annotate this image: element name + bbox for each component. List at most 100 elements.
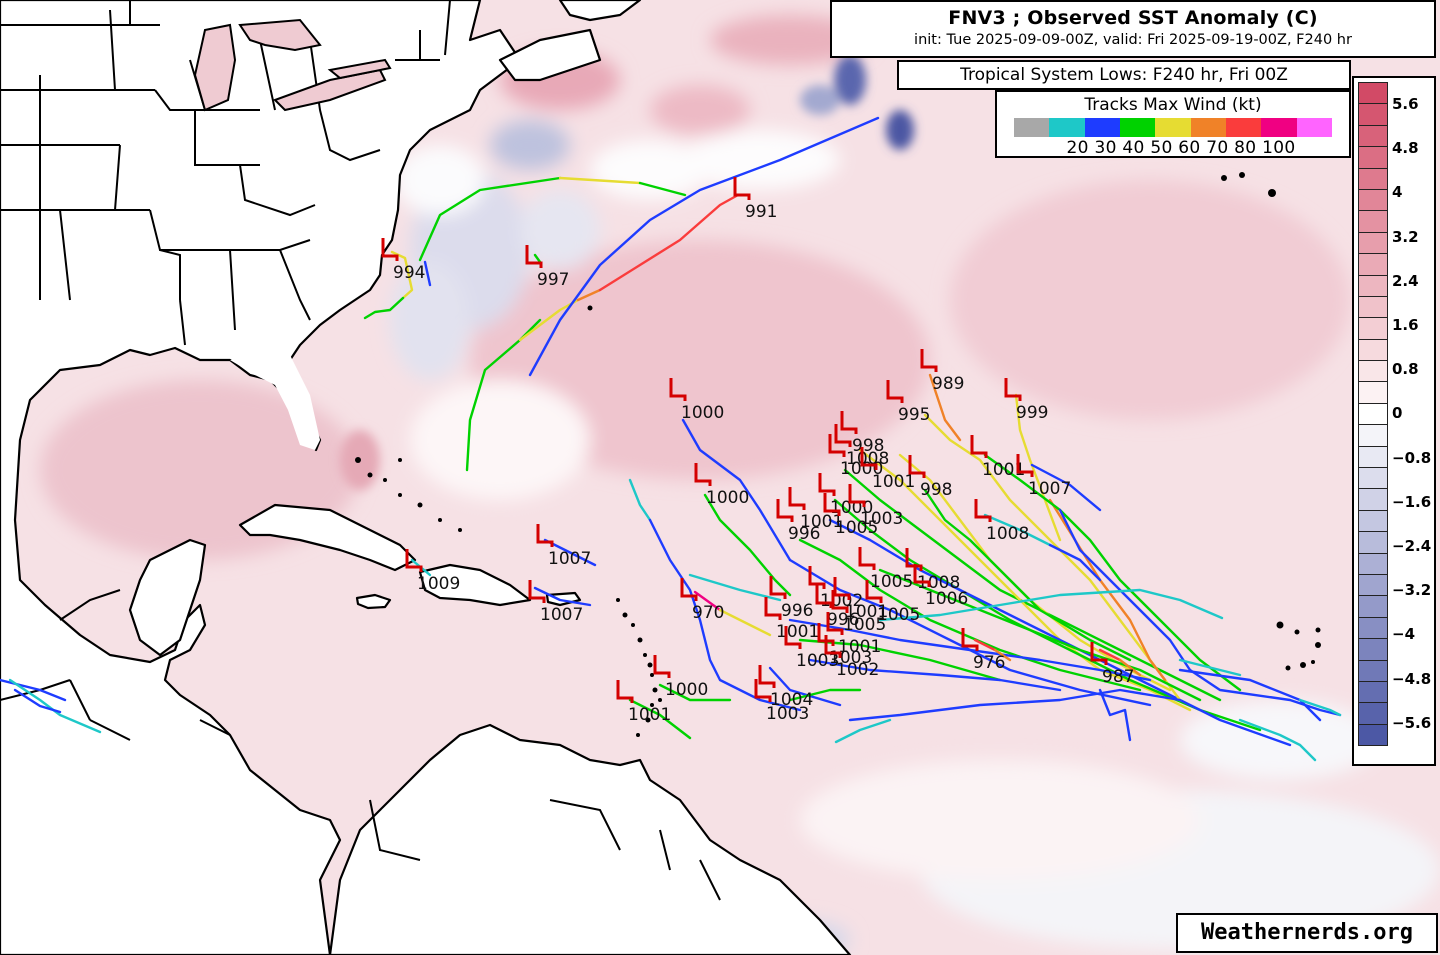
sst-swatch xyxy=(1359,468,1387,490)
sst-swatch xyxy=(1359,382,1387,404)
low-pressure-label: 1007 xyxy=(540,605,583,625)
tropical-low-marker: 994 xyxy=(381,238,425,283)
sst-swatch xyxy=(1359,574,1387,597)
sst-colorbar-tick-label: −5.6 xyxy=(1392,713,1432,732)
low-l-icon xyxy=(769,576,787,599)
map-subtitle: init: Tue 2025-09-09-00Z, valid: Fri 202… xyxy=(914,32,1352,48)
low-l-icon xyxy=(536,524,554,547)
wind-swatch xyxy=(1049,118,1085,137)
low-l-icon xyxy=(886,380,904,403)
low-l-icon xyxy=(776,499,794,522)
low-l-icon xyxy=(913,564,931,587)
low-pressure-label: 1008 xyxy=(986,524,1029,544)
low-l-icon xyxy=(758,665,776,688)
low-pressure-label: 998 xyxy=(920,480,952,500)
low-pressure-label: 1008 xyxy=(917,573,960,593)
tropical-low-marker: 1007 xyxy=(536,524,591,569)
low-l-icon xyxy=(788,487,806,510)
tropical-low-marker: 1005 xyxy=(865,580,920,625)
sst-swatch xyxy=(1359,232,1387,255)
sst-swatch xyxy=(1359,639,1387,661)
tropical-low-marker: 1000 xyxy=(694,463,749,508)
sst-swatch xyxy=(1359,446,1387,469)
low-l-icon xyxy=(815,585,833,608)
sst-swatch xyxy=(1359,254,1387,276)
low-l-icon xyxy=(808,566,826,589)
sst-swatch xyxy=(1359,104,1387,126)
tropical-low-marker: 1001 xyxy=(788,487,843,532)
sst-colorbar-tick-label: −2.4 xyxy=(1392,537,1432,555)
low-pressure-label: 1001 xyxy=(776,622,819,642)
tropical-low-marker: 1001 xyxy=(826,612,881,657)
sst-colorbar-swatches xyxy=(1358,82,1388,746)
tropical-low-marker: 1000 xyxy=(669,378,724,423)
tropical-low-marker: 989 xyxy=(920,349,964,394)
low-l-icon xyxy=(733,177,751,200)
jamaica xyxy=(355,593,392,610)
sst-colorbar-tick-label: 2.4 xyxy=(1392,271,1419,290)
low-l-icon xyxy=(669,378,687,401)
political-borders xyxy=(0,0,721,901)
low-pressure-label: 1001 xyxy=(838,637,881,657)
wind-legend: Tracks Max Wind (kt) 20 30 40 50 60 70 8… xyxy=(995,90,1351,158)
low-l-icon xyxy=(828,434,846,457)
low-l-icon xyxy=(908,455,926,478)
low-pressure-label: 1009 xyxy=(417,574,460,594)
tropical-low-marker: 1008 xyxy=(974,499,1029,544)
tropical-low-marker: 1006 xyxy=(913,564,968,609)
low-pressure-label: 1002 xyxy=(836,660,879,680)
tropical-low-marker: 1001 xyxy=(970,435,1025,480)
sst-swatch xyxy=(1359,296,1387,319)
low-l-icon xyxy=(818,473,836,496)
low-pressure-label: 1001 xyxy=(800,512,843,532)
low-l-icon xyxy=(858,547,876,570)
sst-swatch xyxy=(1359,553,1387,575)
low-pressure-label: 1003 xyxy=(766,704,809,724)
low-pressure-label: 1001 xyxy=(845,602,888,622)
wind-swatch xyxy=(1296,118,1332,137)
sst-swatch xyxy=(1359,425,1387,447)
south-america-landmass xyxy=(328,723,852,955)
low-pressure-label: 1001 xyxy=(628,705,671,725)
wind-legend-labels: 20 30 40 50 60 70 80 100 xyxy=(1066,138,1296,158)
tropical-low-marker: 998 xyxy=(840,411,884,456)
hispaniola xyxy=(418,563,532,607)
sst-swatch xyxy=(1359,211,1387,233)
sst-colorbar-tick-label: −4.8 xyxy=(1392,669,1432,688)
sst-colorbar-tick-label: 0.8 xyxy=(1392,360,1419,379)
low-pressure-label: 1003 xyxy=(860,509,903,529)
lesser-antilles xyxy=(355,172,1321,737)
tropical-low-marker: 1007 xyxy=(1016,454,1071,499)
low-l-icon xyxy=(961,628,979,651)
tropical-low-marker: 970 xyxy=(680,578,724,623)
sst-colorbar-tick-label: 0 xyxy=(1392,404,1403,423)
low-pressure-label: 1007 xyxy=(548,549,591,569)
tropical-low-marker: 991 xyxy=(733,177,777,222)
wind-swatch xyxy=(1225,118,1262,137)
low-pressure-label: 994 xyxy=(393,263,425,283)
sst-colorbar-tick-label: −0.8 xyxy=(1392,448,1432,467)
sst-colorbar-tick-label: −1.6 xyxy=(1392,492,1432,511)
sst-colorbar-tick-label: 4 xyxy=(1392,183,1403,202)
tropical-low-marker: 996 xyxy=(769,576,813,621)
sst-swatch xyxy=(1359,147,1387,169)
low-pressure-label: 998 xyxy=(852,436,884,456)
sst-swatch xyxy=(1359,83,1387,105)
tropical-low-marker: 1003 xyxy=(754,679,809,724)
sst-swatch xyxy=(1359,510,1387,533)
sst-swatch xyxy=(1359,189,1387,212)
tropical-low-marker: 1001 xyxy=(833,577,888,622)
low-l-icon xyxy=(1016,454,1034,477)
tropical-low-marker: 995 xyxy=(886,380,930,425)
low-pressure-label: 1003 xyxy=(796,651,839,671)
sst-colorbar-tick-label: −3.2 xyxy=(1392,581,1432,600)
low-pressure-label: 1005 xyxy=(843,615,886,635)
low-pressure-label: 996 xyxy=(781,601,813,621)
low-l-icon xyxy=(823,493,841,516)
low-pressure-label: 999 xyxy=(1016,403,1048,423)
low-l-icon xyxy=(840,411,858,434)
storm-tracks xyxy=(0,116,1342,762)
tropical-low-marker: 987 xyxy=(1090,642,1134,687)
tropical-low-marker: 998 xyxy=(908,455,952,500)
